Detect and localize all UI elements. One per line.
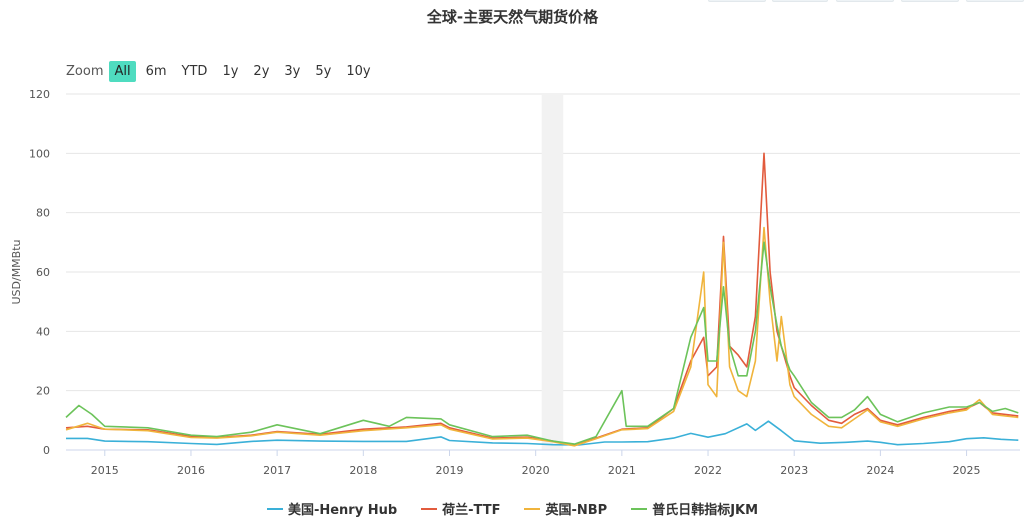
zoom-label: Zoom — [66, 63, 104, 79]
x-tick-label: 2020 — [522, 464, 550, 477]
toolbar-button-4[interactable] — [901, 0, 959, 2]
shaded-band — [541, 94, 564, 450]
y-axis-label: USD/MMBtu — [10, 239, 23, 304]
zoom-button-ytd[interactable]: YTD — [181, 63, 208, 79]
legend-item-henry-hub[interactable]: 美国-Henry Hub — [266, 499, 398, 518]
chart-title: 全球-主要天然气期货价格 — [426, 8, 599, 26]
x-tick-label: 2018 — [349, 464, 377, 477]
zoom-button-1y[interactable]: 1y — [222, 63, 239, 79]
x-tick-label: 2022 — [694, 464, 722, 477]
x-tick-label: 2024 — [866, 464, 894, 477]
toolbar-button-3[interactable] — [836, 0, 894, 2]
series-line-0 — [66, 420, 1019, 446]
legend-label-jkm: 普氏日韩指标JKM — [652, 503, 759, 518]
zoom-button-6m[interactable]: 6m — [145, 63, 167, 79]
x-tick-label: 2019 — [435, 464, 463, 477]
toolbar-button-1[interactable] — [708, 0, 766, 2]
zoom-button-10y[interactable]: 10y — [346, 63, 371, 79]
toolbar-button-2[interactable] — [772, 0, 828, 2]
zoom-button-all[interactable]: All — [109, 60, 136, 82]
legend-swatch-jkm — [631, 507, 648, 510]
legend-swatch-ttf — [421, 507, 438, 510]
legend-label-ttf: 荷兰-TTF — [442, 503, 501, 518]
y-tick-label: 80 — [36, 207, 50, 220]
zoom-selector: Zoom All 6m YTD 1y 2y 3y 5y 10y — [66, 60, 381, 82]
x-tick-label: 2025 — [953, 464, 981, 477]
zoom-button-5y[interactable]: 5y — [315, 63, 332, 79]
line-chart: 0 20 40 60 80 100 120 2015 2016 2017 2018 2019 2020… — [10, 88, 1020, 477]
x-tick-label: 2016 — [177, 464, 205, 477]
legend-swatch-nbp — [524, 507, 541, 510]
legend-swatch-henry-hub — [266, 507, 283, 510]
zoom-button-3y[interactable]: 3y — [284, 63, 301, 79]
x-tick-label: 2021 — [608, 464, 636, 477]
legend-label-nbp: 英国-NBP — [545, 503, 608, 518]
legend-item-ttf[interactable]: 荷兰-TTF — [421, 499, 500, 518]
x-tick-label: 2017 — [263, 464, 291, 477]
toolbar-button-5[interactable] — [966, 0, 1024, 2]
y-tick-label: 20 — [36, 385, 50, 398]
series-line-3 — [65, 241, 1019, 445]
legend-item-nbp[interactable]: 英国-NBP — [524, 499, 607, 518]
y-tick-label: 40 — [36, 325, 50, 338]
x-tick-label: 2015 — [91, 464, 119, 477]
chart-legend: 美国-Henry Hub 荷兰-TTF 英国-NBP 普氏日韩指标JKM — [0, 499, 1025, 518]
y-tick-label: 60 — [36, 266, 50, 279]
y-tick-label: 120 — [29, 88, 50, 101]
legend-item-jkm[interactable]: 普氏日韩指标JKM — [631, 499, 758, 518]
legend-label-henry-hub: 美国-Henry Hub — [287, 503, 398, 518]
x-tick-label: 2023 — [780, 464, 808, 477]
zoom-button-2y[interactable]: 2y — [253, 63, 270, 79]
y-tick-label: 100 — [29, 147, 50, 160]
y-tick-label: 0 — [43, 444, 50, 457]
